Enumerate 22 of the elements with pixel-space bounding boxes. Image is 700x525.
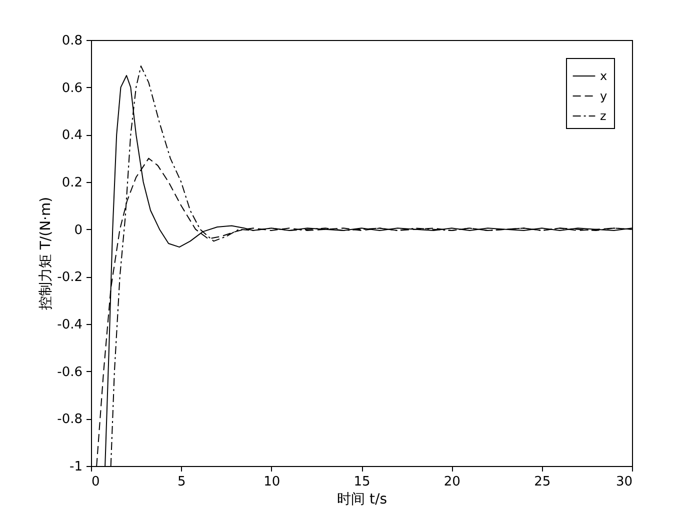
legend-label: y [600, 89, 608, 103]
x-tick-label: 30 [616, 474, 632, 490]
x-tick-label: 20 [444, 474, 460, 490]
y-tick-label: -0.2 [57, 270, 82, 286]
y-tick-label: 0.2 [62, 176, 82, 190]
x-tick-label: 15 [354, 474, 370, 490]
x-axis-title: 时间 t/s [337, 492, 387, 508]
x-tick-label: 0 [92, 474, 100, 490]
y-axis-title: 控制力矩 T/(N·m) [38, 196, 54, 310]
legend-label: x [600, 69, 608, 83]
y-tick-label: -1 [70, 460, 82, 474]
y-tick-label: 0 [74, 222, 82, 238]
y-tick-label: -0.8 [57, 412, 82, 428]
y-tick-label: 0.4 [62, 128, 82, 144]
legend-label: z [600, 109, 606, 123]
y-tick-label: -0.4 [57, 318, 82, 332]
x-tick-label: 5 [178, 474, 186, 490]
y-tick-label: 0.6 [62, 80, 82, 96]
y-tick-label: 0.8 [62, 34, 82, 48]
x-tick-label: 25 [534, 474, 551, 490]
x-tick-label: 10 [264, 474, 280, 490]
y-tick-label: -0.6 [57, 364, 82, 380]
